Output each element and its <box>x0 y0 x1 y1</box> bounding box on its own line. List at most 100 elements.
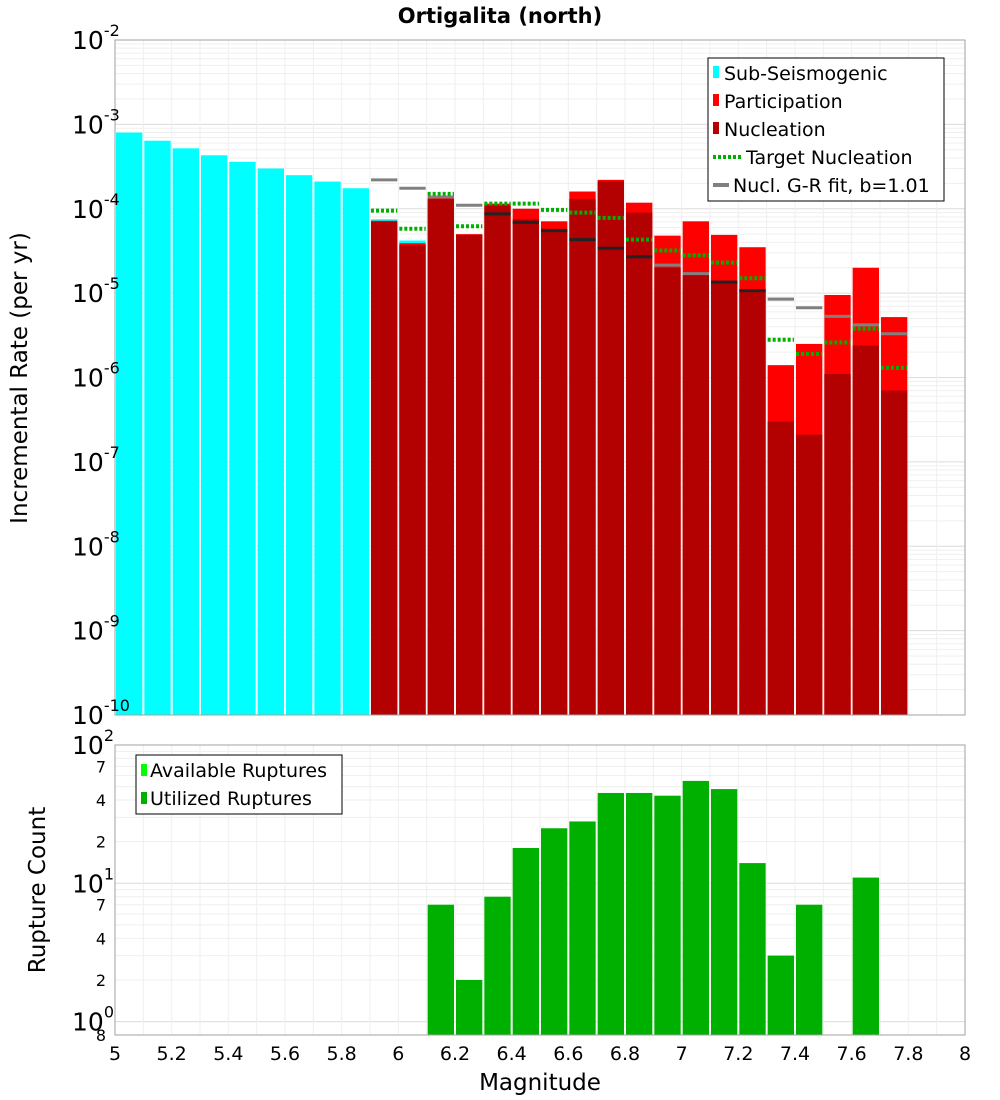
y-minor-tick-label: 7 <box>96 757 106 776</box>
x-tick-label: 5 <box>109 1043 121 1065</box>
bottom-y-axis-label: Rupture Count <box>25 807 51 973</box>
bar-nucleation <box>626 212 653 716</box>
y-minor-tick-label: 2 <box>96 833 106 852</box>
bar-nucleation <box>852 345 879 715</box>
bar-nucleation <box>739 289 766 715</box>
bar-utilized-ruptures <box>711 789 738 1035</box>
bottom-y-tick-labels: 102 101 100 7 4 2 7 4 2 8 <box>72 726 114 1045</box>
legend-label-utilized-ruptures: Utilized Ruptures <box>150 788 312 810</box>
y-tick-label: 10-2 <box>72 21 120 55</box>
bar-nucleation <box>541 228 568 716</box>
top-y-axis-label: Incremental Rate (per yr) <box>7 232 33 524</box>
bar-utilized-ruptures <box>739 863 766 1035</box>
legend-label-target-nucleation: Target Nucleation <box>745 147 913 169</box>
bar-sub-seismogenic <box>286 175 313 715</box>
legend-label-available-ruptures: Available Ruptures <box>150 760 327 782</box>
bar-nucleation <box>767 421 794 715</box>
y-major-tick-label: 102 <box>72 726 114 760</box>
bar-sub-seismogenic <box>116 132 143 716</box>
x-tick-label: 5.8 <box>327 1043 357 1065</box>
top-plot-bars <box>116 132 908 716</box>
x-tick-label: 7.4 <box>780 1043 810 1065</box>
x-tick-label: 7 <box>676 1043 688 1065</box>
bar-nucleation <box>654 267 681 715</box>
legend-label-nucleation: Nucleation <box>724 119 826 141</box>
legend-swatch-sub-seismogenic <box>713 66 719 78</box>
x-tick-label: 7.8 <box>893 1043 923 1065</box>
y-major-tick-label: 100 <box>72 1003 114 1037</box>
legend-label-gr-fit: Nucl. G-R fit, b=1.01 <box>733 175 930 197</box>
bar-utilized-ruptures <box>569 821 596 1035</box>
x-tick-label: 6.6 <box>553 1043 583 1065</box>
x-tick-label: 5.4 <box>213 1043 243 1065</box>
x-axis-label: Magnitude <box>479 1070 601 1096</box>
bar-utilized-ruptures <box>427 904 454 1035</box>
legend-swatch-participation <box>713 94 719 106</box>
y-minor-tick-label: 2 <box>96 971 106 990</box>
top-y-tick-labels: 10-2 10-3 10-4 10-5 10-6 10-7 10-8 10-9 10-10 <box>72 21 130 730</box>
x-tick-label: 7.2 <box>723 1043 753 1065</box>
top-legend-box <box>707 57 945 202</box>
bar-nucleation <box>456 234 483 715</box>
chart-title: Ortigalita (north) <box>398 4 602 28</box>
x-tick-label: 8 <box>959 1043 971 1065</box>
legend-label-sub-seismogenic: Sub-Seismogenic <box>724 63 888 85</box>
bottom-x-tick-labels: 5 5.2 5.4 5.6 5.8 6 6.2 6.4 6.6 6.8 7 7.2 7.4 7.6 7.8 8 <box>109 1043 971 1065</box>
bar-sub-seismogenic <box>257 168 284 715</box>
bar-nucleation <box>597 181 624 715</box>
bar-utilized-ruptures <box>852 877 879 1035</box>
x-tick-label: 5.6 <box>270 1043 300 1065</box>
y-tick-label: 10-8 <box>72 527 120 561</box>
x-tick-label: 6.8 <box>610 1043 640 1065</box>
bar-utilized-ruptures <box>626 792 653 1035</box>
bar-utilized-ruptures <box>484 896 511 1035</box>
y-tick-label: 10-4 <box>72 190 120 224</box>
bar-utilized-ruptures <box>654 795 681 1035</box>
top-plot-frame <box>114 39 966 716</box>
bar-utilized-ruptures <box>767 955 794 1035</box>
bar-nucleation <box>484 205 511 715</box>
bar-nucleation <box>796 434 823 715</box>
legend-swatch-nucleation <box>713 122 719 134</box>
bar-utilized-ruptures <box>456 979 483 1035</box>
bar-nucleation <box>881 390 908 715</box>
bar-nucleation <box>711 280 738 715</box>
bar-nucleation <box>824 374 851 715</box>
top-plot-fit-lines <box>371 178 908 370</box>
x-tick-label: 6.4 <box>497 1043 527 1065</box>
y-tick-label: 10-7 <box>72 443 120 477</box>
y-tick-label: 10-3 <box>72 105 120 139</box>
x-tick-label: 7.6 <box>837 1043 867 1065</box>
y-tick-label: 10-9 <box>72 612 120 646</box>
bar-sub-seismogenic <box>201 155 228 716</box>
legend-label-participation: Participation <box>724 91 843 113</box>
bar-nucleation <box>399 245 426 715</box>
x-tick-label: 5.2 <box>157 1043 187 1065</box>
bottom-legend: Available Ruptures Utilized Ruptures <box>135 754 343 815</box>
bar-utilized-ruptures <box>796 904 823 1035</box>
bar-utilized-ruptures <box>597 792 624 1035</box>
y-minor-tick-label: 4 <box>96 791 106 810</box>
y-major-tick-label: 101 <box>72 864 114 898</box>
y-tick-label: 10-10 <box>72 696 130 730</box>
bar-sub-seismogenic <box>144 140 171 715</box>
bar-utilized-ruptures <box>682 780 709 1035</box>
bar-nucleation <box>512 219 539 716</box>
y-minor-tick-label: 7 <box>96 896 106 915</box>
y-tick-label: 10-5 <box>72 274 120 308</box>
top-legend: Sub-Seismogenic Participation Nucleation… <box>707 57 945 202</box>
bar-sub-seismogenic <box>314 181 341 715</box>
bar-sub-seismogenic <box>229 161 256 715</box>
bar-sub-seismogenic <box>172 148 199 715</box>
x-tick-label: 6 <box>392 1043 404 1065</box>
y-minor-tick-label: 4 <box>96 929 106 948</box>
x-tick-label: 6.2 <box>440 1043 470 1065</box>
y-tick-label: 10-6 <box>72 359 120 393</box>
bar-nucleation <box>427 199 454 715</box>
bar-utilized-ruptures <box>512 847 539 1035</box>
bar-nucleation <box>569 199 596 715</box>
bar-sub-seismogenic <box>342 188 369 716</box>
bottom-plot-bars <box>427 780 879 1035</box>
y-minor-tick-label: 8 <box>96 1026 106 1045</box>
